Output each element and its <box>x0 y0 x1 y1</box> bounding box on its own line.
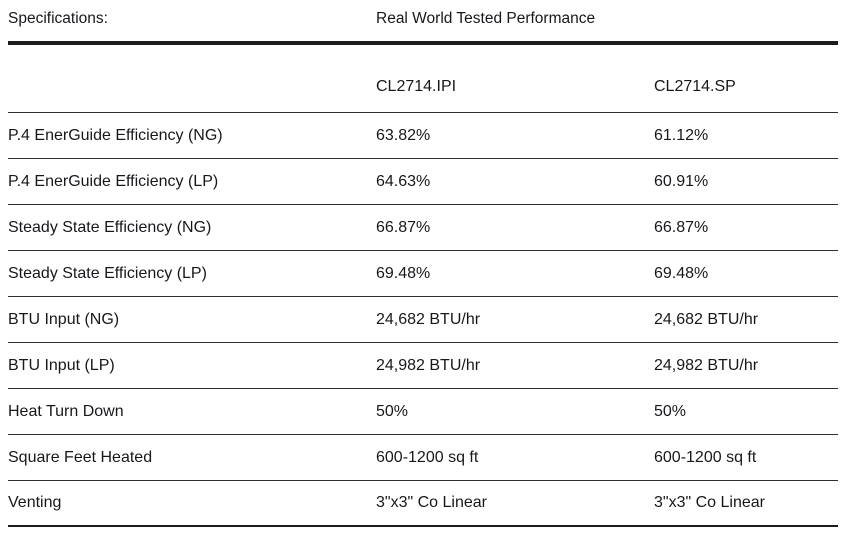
section-title: Real World Tested Performance <box>376 10 596 27</box>
spec-label: Square Feet Heated <box>8 448 153 466</box>
spec-value-sp: 60.91% <box>654 172 709 190</box>
table-row: P.4 EnerGuide Efficiency (LP) 64.63% 60.… <box>8 159 838 205</box>
spec-label: P.4 EnerGuide Efficiency (NG) <box>8 126 223 144</box>
spec-value-sp: 50% <box>654 402 687 420</box>
spec-value-ipi: 50% <box>376 402 409 420</box>
column-header-row: CL2714.IPI CL2714.SP <box>8 45 838 113</box>
spec-label: Heat Turn Down <box>8 402 124 420</box>
spec-value-ipi: 3"x3" Co Linear <box>376 494 487 511</box>
spec-value-ipi: 63.82% <box>376 126 431 144</box>
header-bar: Specifications: Real World Tested Perfor… <box>8 0 838 28</box>
spec-value-ipi: 24,982 BTU/hr <box>376 356 481 374</box>
table-row: Steady State Efficiency (LP) 69.48% 69.4… <box>8 251 838 297</box>
table-row: Steady State Efficiency (NG) 66.87% 66.8… <box>8 205 838 251</box>
spec-value-sp: 61.12% <box>654 126 709 144</box>
table-row: Venting 3"x3" Co Linear 3"x3" Co Linear <box>8 481 838 527</box>
spec-value-ipi: 69.48% <box>376 264 431 282</box>
spec-value-ipi: 24,682 BTU/hr <box>376 310 481 328</box>
table-row: Square Feet Heated 600-1200 sq ft 600-12… <box>8 435 838 481</box>
table-row: P.4 EnerGuide Efficiency (NG) 63.82% 61.… <box>8 113 838 159</box>
spec-value-ipi: 64.63% <box>376 172 431 190</box>
table-row: BTU Input (LP) 24,982 BTU/hr 24,982 BTU/… <box>8 343 838 389</box>
spec-label: Venting <box>8 494 62 511</box>
spec-value-sp: 600-1200 sq ft <box>654 448 757 466</box>
spec-label: Steady State Efficiency (LP) <box>8 264 207 282</box>
top-divider <box>8 41 838 45</box>
spec-label: P.4 EnerGuide Efficiency (LP) <box>8 172 219 190</box>
column-header-ipi: CL2714.IPI <box>376 78 457 95</box>
table-row: BTU Input (NG) 24,682 BTU/hr 24,682 BTU/… <box>8 297 838 343</box>
spec-label: BTU Input (NG) <box>8 310 120 328</box>
specifications-label: Specifications: <box>8 10 108 27</box>
spec-value-sp: 3"x3" Co Linear <box>654 494 765 511</box>
spec-value-ipi: 600-1200 sq ft <box>376 448 479 466</box>
table-row: Heat Turn Down 50% 50% <box>8 389 838 435</box>
spec-table-body: P.4 EnerGuide Efficiency (NG) 63.82% 61.… <box>8 113 838 527</box>
spec-label: BTU Input (LP) <box>8 356 115 374</box>
spec-value-sp: 66.87% <box>654 218 709 236</box>
spec-value-sp: 69.48% <box>654 264 709 282</box>
spec-table-container: Specifications: Real World Tested Perfor… <box>8 0 838 527</box>
spec-value-ipi: 66.87% <box>376 218 431 236</box>
spec-value-sp: 24,682 BTU/hr <box>654 310 759 328</box>
spec-label: Steady State Efficiency (NG) <box>8 218 212 236</box>
spec-value-sp: 24,982 BTU/hr <box>654 356 759 374</box>
column-header-sp: CL2714.SP <box>654 78 736 95</box>
